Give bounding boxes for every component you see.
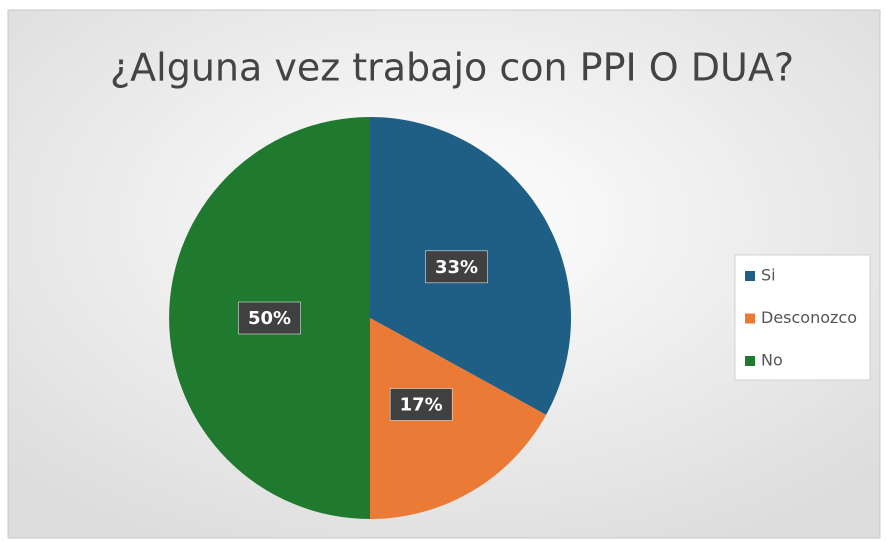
data-label: 50% (248, 308, 291, 329)
data-label-box (389, 388, 453, 421)
chart-title: ¿Alguna vez trabajo con PPI O DUA? (110, 46, 794, 90)
pie-slice (370, 318, 547, 519)
legend-box (734, 254, 871, 381)
data-label: 17% (400, 395, 443, 416)
data-label: 33% (435, 257, 478, 278)
data-label-box (238, 301, 301, 335)
legend-swatch (745, 313, 755, 324)
legend-label: Si (761, 266, 776, 285)
legend-label: Desconozco (761, 308, 857, 327)
legend-swatch (745, 271, 755, 281)
legend-label: No (761, 351, 783, 370)
data-label-box (425, 250, 488, 284)
legend-swatch (745, 356, 755, 366)
